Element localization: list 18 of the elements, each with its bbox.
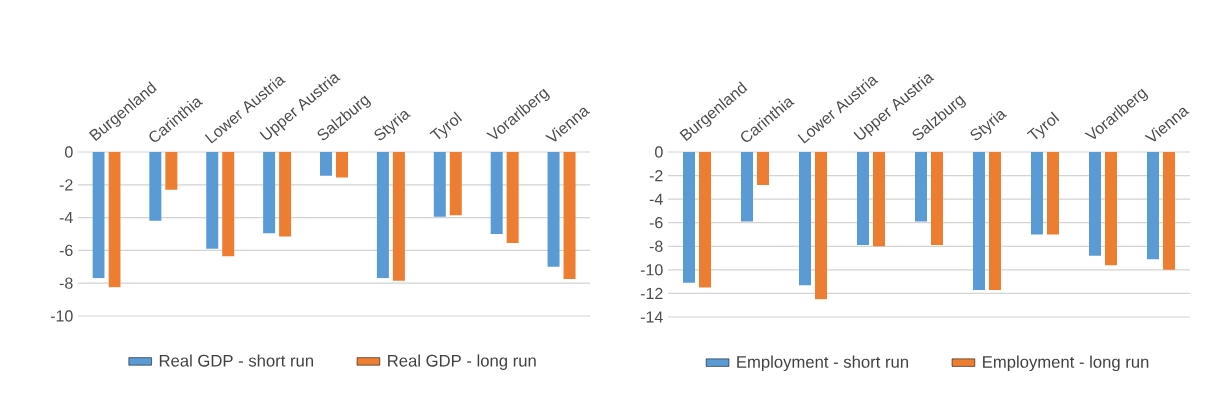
y-tick-label: -2 xyxy=(649,169,663,182)
y-tick-label: -4 xyxy=(649,193,663,205)
y-tick-label: -2 xyxy=(59,179,73,191)
legend-label: Employment - long run xyxy=(983,355,1149,372)
y-tick-label: -4 xyxy=(59,212,73,224)
legend-label: Real GDP - short run xyxy=(159,354,313,367)
y-tick-label: 0 xyxy=(655,146,663,158)
y-tick-label: -8 xyxy=(649,240,663,252)
y-tick-label: -8 xyxy=(59,277,73,289)
y-tick-label: -10 xyxy=(640,264,663,276)
legend-label: Employment - short run xyxy=(737,355,908,372)
y-tick-label: -12 xyxy=(640,287,663,299)
y-tick-label: -6 xyxy=(649,217,663,229)
y-tick-label: 0 xyxy=(65,146,73,158)
y-tick-label: -10 xyxy=(50,310,73,322)
y-tick-label: -14 xyxy=(640,311,663,323)
legend-label: Real GDP - long run xyxy=(388,354,536,370)
y-tick-label: -6 xyxy=(59,244,73,257)
